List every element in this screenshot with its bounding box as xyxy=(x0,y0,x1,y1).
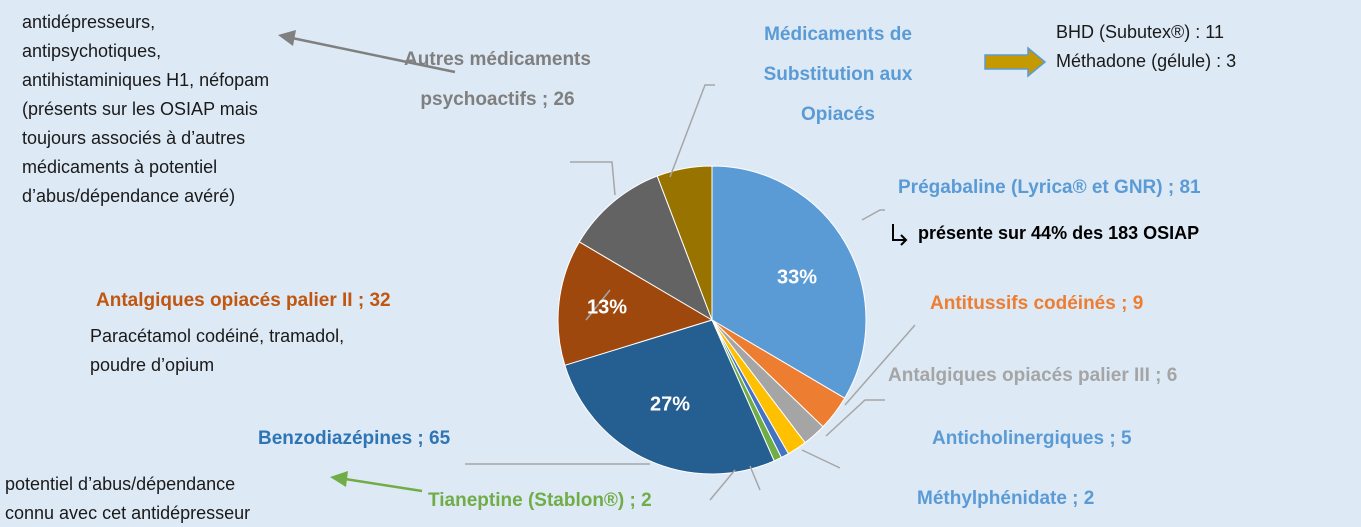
note-line: toujours associés à d’autres xyxy=(22,128,246,148)
hook-arrow xyxy=(892,224,908,246)
arrow xyxy=(278,30,456,74)
pie-slice xyxy=(656,165,713,321)
slice-label: 13% xyxy=(587,296,627,318)
category-label: Antitussifs codéinés ; 9 xyxy=(930,293,1144,314)
category-label: Méthylphénidate ; 2 xyxy=(917,488,1095,509)
leader-line xyxy=(749,465,761,491)
tianeptine-note: potentiel d’abus/dépendance connu avec ce… xyxy=(5,470,250,527)
note-line: d’abus/dépendance avéré) xyxy=(22,186,236,206)
pregabaline-note: présente sur 44% des 183 OSIAP xyxy=(918,223,1200,243)
substitution-detail: BHD (Subutex®) : 11 Méthadone (gélule) : … xyxy=(1056,18,1236,76)
note-line: (présents sur les OSIAP mais xyxy=(22,99,258,119)
category-label: Autres médicaments psychoactifs ; 26 xyxy=(404,49,591,110)
note-line: BHD (Subutex®) : 11 xyxy=(1056,22,1224,42)
leader-line xyxy=(825,399,885,437)
autres-note: antidépresseurs, antipsychotiques, antihis… xyxy=(22,8,269,211)
slices xyxy=(557,165,867,475)
slice-label: 33% xyxy=(777,266,817,288)
palier2-note: Paracétamol codéiné, tramadol, poudre d’o… xyxy=(90,322,344,380)
pie-slice xyxy=(578,175,713,322)
leader-lines xyxy=(465,84,916,501)
category-label: Antalgiques opiacés palier III ; 6 xyxy=(888,365,1178,386)
note-line: Méthadone (gélule) : 3 xyxy=(1056,51,1237,71)
leader-line xyxy=(709,469,736,501)
note-line: poudre d’opium xyxy=(90,355,215,375)
note-line: antihistaminiques H1, néfopam xyxy=(22,70,270,90)
category-label: Médicaments de Substitution aux Opiacés xyxy=(763,24,913,125)
pie-slice xyxy=(711,165,867,399)
category-label: Prégabaline (Lyrica® et GNR) ; 81 xyxy=(898,177,1201,198)
category-label: Anticholinergiques ; 5 xyxy=(932,428,1132,449)
leader-line xyxy=(801,449,841,469)
slice-label: 27% xyxy=(650,393,690,415)
block-arrow xyxy=(984,46,1047,78)
pie-slice xyxy=(564,319,775,475)
category-label: Antalgiques opiacés palier II ; 32 xyxy=(96,290,391,311)
pie-slice xyxy=(557,241,714,366)
leader-line xyxy=(861,209,885,221)
arrow xyxy=(330,471,423,493)
note-line: Paracétamol codéiné, tramadol, xyxy=(90,326,345,346)
leader-line xyxy=(570,161,616,196)
category-label: Tianeptine (Stablon®) ; 2 xyxy=(428,490,652,511)
note-line: antidépresseurs, xyxy=(22,12,156,32)
note-line: potentiel d’abus/dépendance xyxy=(5,474,236,494)
leader-line xyxy=(844,324,916,406)
leader-line xyxy=(669,84,715,178)
note-line: connu avec cet antidépresseur xyxy=(5,503,251,523)
note-line: médicaments à potentiel xyxy=(22,157,218,177)
category-label: Benzodiazépines ; 65 xyxy=(258,428,451,449)
note-line: antipsychotiques, xyxy=(22,41,162,61)
leader-line xyxy=(585,289,611,321)
